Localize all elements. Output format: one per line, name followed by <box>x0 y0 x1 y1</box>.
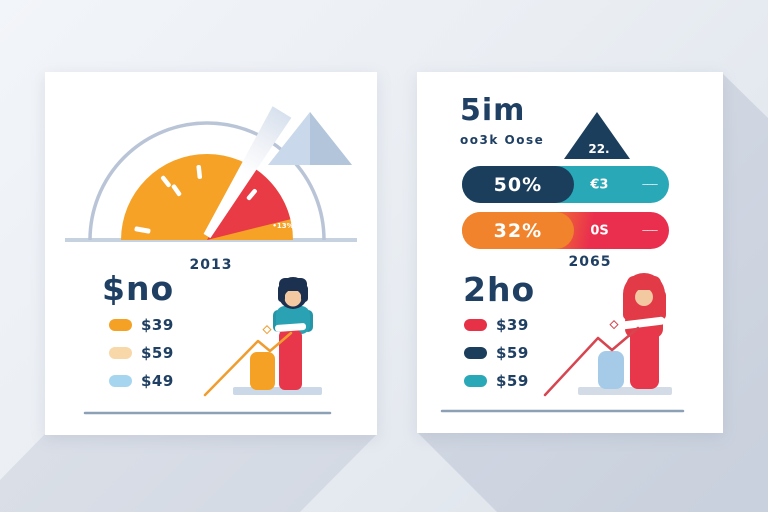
legend-swatch-teal <box>464 374 487 387</box>
progress-bar-percent: 32% <box>462 212 574 249</box>
left-panel: •13% 2013 $no $39 $59 $49 <box>45 72 377 435</box>
progress-bar-note: ——— <box>642 227 658 234</box>
legend-label: $59 <box>141 343 174 362</box>
progress-bars: 50% €3 ——— 32% 0S ——— <box>462 166 669 249</box>
callout-value: 22. <box>588 142 609 156</box>
figure-waist-band <box>621 316 665 330</box>
progress-bar-percent: 50% <box>462 166 574 203</box>
scene-red-column <box>279 330 302 390</box>
scene-platform <box>233 387 322 395</box>
gauge-and-growth-illustration: •13% <box>65 106 357 415</box>
gauge-needle <box>203 106 292 239</box>
up-arrow-triangle-shade <box>310 112 352 165</box>
price-legend: $39 $59 $49 <box>109 315 174 390</box>
growth-line-marker <box>262 325 272 335</box>
legend-swatch-orange <box>109 318 132 331</box>
headline-value: 2ho <box>463 270 536 309</box>
year-label: 2013 <box>189 257 233 273</box>
scene-red-column <box>630 327 659 389</box>
legend-swatch-red <box>464 318 487 331</box>
legend-item: $59 <box>464 371 529 390</box>
legend-item: $39 <box>109 315 174 334</box>
growth-line <box>203 331 293 397</box>
gauge-tick <box>134 226 151 234</box>
legend-swatch-lightblue <box>109 374 132 387</box>
figure-hair-side <box>278 285 285 302</box>
scene-blue-bar <box>598 351 624 389</box>
figure-face <box>284 289 302 307</box>
figure-face <box>635 288 653 306</box>
gauge-red-wedge <box>207 165 291 240</box>
legend-swatch-peach <box>109 346 132 359</box>
legend-label: $59 <box>496 343 529 362</box>
legend-item: $49 <box>109 371 174 390</box>
panel-title: 5im <box>460 93 526 128</box>
legend-label: $49 <box>141 371 174 390</box>
scene-platform <box>578 387 672 395</box>
gauge-tick <box>246 188 257 201</box>
legend-label: $59 <box>496 371 529 390</box>
figure-hair-fringe <box>279 278 307 291</box>
figure-waist-band <box>275 323 307 332</box>
progress-bar-value: 0S <box>590 223 609 238</box>
growth-line-marker <box>609 320 619 330</box>
figure-hood-fringe <box>627 276 661 290</box>
legend-item: $59 <box>464 343 529 362</box>
legend-label: $39 <box>141 315 174 334</box>
gauge-tick <box>196 164 203 179</box>
price-legend: $39 $59 $59 <box>464 315 529 390</box>
progress-bar-red: 32% 0S ——— <box>462 212 669 249</box>
gauge-tick <box>160 175 171 188</box>
right-panel: 22. 5im oo3k Oose 50% €3 ——— 32% 0S ——— … <box>417 72 723 433</box>
headline-value: $no <box>102 269 175 308</box>
progress-bar-teal: 50% €3 ——— <box>462 166 669 203</box>
gauge-outer-arc <box>88 121 326 241</box>
gauge-note-label: •13% <box>272 222 293 230</box>
gauge-tick <box>171 184 182 197</box>
year-label: 2065 <box>568 254 612 270</box>
legend-item: $39 <box>464 315 529 334</box>
legend-item: $59 <box>109 343 174 362</box>
progress-bar-note: ——— <box>642 181 658 188</box>
growth-line <box>543 326 640 397</box>
triangle-and-growth-illustration: 22. <box>440 112 685 413</box>
callout-triangle <box>564 112 630 159</box>
legend-swatch-navy <box>464 346 487 359</box>
progress-bar-value: €3 <box>590 177 609 192</box>
legend-label: $39 <box>496 315 529 334</box>
figure-hair-side <box>301 285 308 302</box>
scene-orange-bar <box>250 352 275 390</box>
panel-subtitle: oo3k Oose <box>460 133 545 147</box>
